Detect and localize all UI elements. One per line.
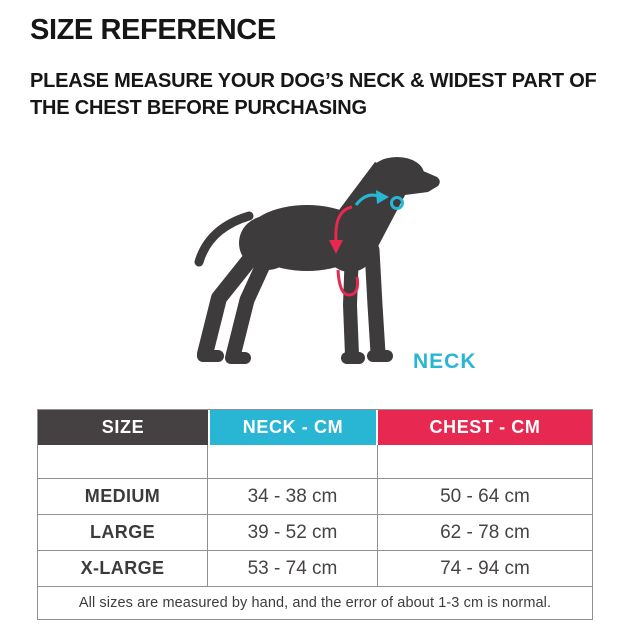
table-note: All sizes are measured by hand, and the … xyxy=(38,586,592,619)
neck-medium: 34 - 38 cm xyxy=(208,479,378,514)
size-table: SIZE NECK - CM CHEST - CM MEDIUM 34 - 38… xyxy=(37,409,593,620)
table-row-xlarge: X-LARGE 53 - 74 cm 74 - 94 cm xyxy=(38,550,592,586)
page-subtitle-line2: THE CHEST BEFORE PURCHASING xyxy=(30,97,367,119)
column-header-neck: NECK - CM xyxy=(210,410,376,445)
page-subtitle: PLEASE MEASURE YOUR DOG’S NECK & WIDEST … xyxy=(30,68,615,122)
chest-medium: 50 - 64 cm xyxy=(440,485,530,507)
page-title: SIZE REFERENCE xyxy=(30,14,276,46)
neck-xlarge: 53 - 74 cm xyxy=(208,551,378,586)
dog-silhouette-icon xyxy=(194,157,440,364)
column-header-chest: CHEST - CM xyxy=(378,410,592,445)
neck-label: NECK xyxy=(413,350,477,373)
neck-arrow-icon xyxy=(354,190,404,210)
dog-legs-tail xyxy=(194,211,386,364)
chest-xlarge: 74 - 94 cm xyxy=(440,557,530,579)
size-large: LARGE xyxy=(38,515,208,550)
size-xlarge: X-LARGE xyxy=(38,551,208,586)
size-medium: MEDIUM xyxy=(38,479,208,514)
neck-large: 39 - 52 cm xyxy=(208,515,378,550)
table-header-row: SIZE NECK - CM CHEST - CM xyxy=(38,410,592,445)
page-subtitle-line1: PLEASE MEASURE YOUR DOG’S NECK & WIDEST … xyxy=(30,70,597,92)
table-row-medium: MEDIUM 34 - 38 cm 50 - 64 cm xyxy=(38,478,592,514)
column-header-size: SIZE xyxy=(38,410,208,445)
chest-large: 62 - 78 cm xyxy=(440,521,530,543)
chest-arrow-icon xyxy=(329,205,360,297)
table-row-large: LARGE 39 - 52 cm 62 - 78 cm xyxy=(38,514,592,550)
dog-measurement-diagram: NECK CHEST xyxy=(0,148,630,471)
table-empty-row xyxy=(38,445,592,478)
